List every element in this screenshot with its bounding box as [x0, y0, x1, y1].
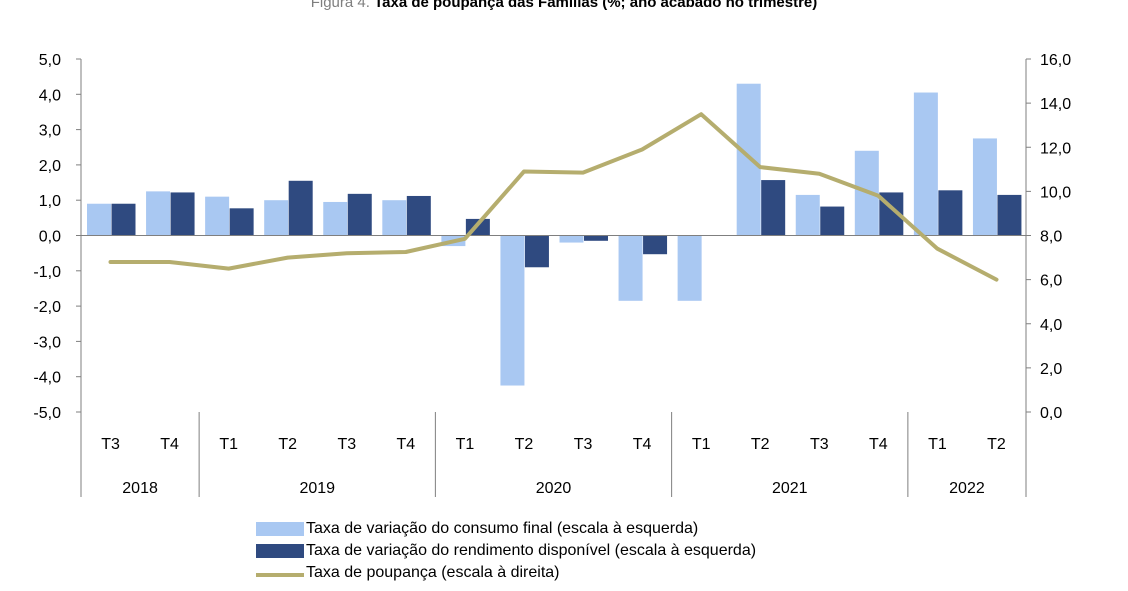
- year-label: 2019: [299, 480, 335, 497]
- x-tick-label: T3: [337, 436, 356, 453]
- x-tick-label: T3: [810, 436, 829, 453]
- legend-label-poupanca: Taxa de poupança (escala à direita): [306, 564, 560, 581]
- y-right-tick-label: 12,0: [1040, 140, 1071, 157]
- x-tick-label: T4: [869, 436, 888, 453]
- y-right-tick-label: 0,0: [1040, 405, 1062, 422]
- y-right-tick-label: 4,0: [1040, 317, 1062, 334]
- y-right-tick-label: 2,0: [1040, 361, 1062, 378]
- x-tick-label: T4: [160, 436, 179, 453]
- title-text: Taxa de poupança das Famílias (%; ano ac…: [374, 0, 818, 11]
- bar-rendimento: [761, 180, 786, 236]
- bar-consumo: [500, 235, 525, 386]
- bar-rendimento: [111, 203, 136, 236]
- y-right-tick-label: 8,0: [1040, 229, 1062, 246]
- y-left-tick-label: 1,0: [39, 193, 61, 210]
- x-tick-label: T2: [987, 436, 1006, 453]
- x-tick-label: T1: [692, 436, 711, 453]
- bar-rendimento: [170, 192, 195, 236]
- line-poupanca: [108, 112, 999, 282]
- legend: Taxa de variação do consumo final (escal…: [256, 518, 756, 584]
- y-right-tick-label: 6,0: [1040, 273, 1062, 290]
- bar-consumo: [972, 138, 997, 236]
- x-tick-label: T1: [456, 436, 475, 453]
- bar-rendimento: [997, 194, 1022, 236]
- bar-consumo: [913, 92, 938, 236]
- x-tick-label: T4: [397, 436, 416, 453]
- x-tick-label: T4: [633, 436, 652, 453]
- bar-consumo: [795, 194, 820, 236]
- y-left-tick-label: 5,0: [39, 52, 61, 69]
- legend-swatch-poupanca: [256, 573, 304, 577]
- y-left-tick-label: -5,0: [33, 405, 61, 422]
- year-label: 2022: [949, 480, 985, 497]
- bar-consumo: [146, 191, 171, 236]
- y-right-tick-label: 16,0: [1040, 52, 1071, 69]
- x-tick-label: T2: [515, 436, 534, 453]
- bar-consumo: [677, 235, 702, 301]
- bar-rendimento: [524, 235, 549, 268]
- y-left-tick-label: 4,0: [39, 87, 61, 104]
- bar-consumo: [205, 196, 230, 236]
- y-right-tick-label: 10,0: [1040, 184, 1071, 201]
- y-left-tick-label: -1,0: [33, 264, 61, 281]
- year-label: 2021: [772, 480, 808, 497]
- y-left-tick-label: -3,0: [33, 334, 61, 351]
- bar-rendimento: [347, 193, 372, 236]
- y-right-tick-label: 14,0: [1040, 96, 1071, 113]
- x-tick-label: T1: [219, 436, 238, 453]
- bar-rendimento: [406, 195, 431, 236]
- y-left-tick-label: 0,0: [39, 229, 61, 246]
- bar-consumo: [736, 83, 761, 236]
- x-tick-label: T2: [278, 436, 297, 453]
- bar-consumo: [559, 235, 584, 243]
- legend-item-rendimento: Taxa de variação do rendimento disponíve…: [256, 540, 756, 562]
- bar-rendimento: [820, 206, 845, 236]
- x-tick-label: T1: [928, 436, 947, 453]
- legend-item-poupanca: Taxa de poupança (escala à direita): [256, 562, 756, 584]
- x-tick-label: T2: [751, 436, 770, 453]
- bar-consumo: [382, 200, 407, 236]
- legend-item-consumo: Taxa de variação do consumo final (escal…: [256, 518, 756, 540]
- bar-consumo: [323, 201, 348, 236]
- legend-swatch-consumo: [256, 522, 304, 536]
- bar-rendimento: [584, 235, 608, 241]
- bar-consumo: [618, 235, 643, 301]
- bar-consumo: [87, 203, 111, 236]
- bar-rendimento: [643, 235, 668, 255]
- x-tick-label: T3: [101, 436, 120, 453]
- bar-rendimento: [938, 190, 963, 236]
- chart-title: Figura 4. Taxa de poupança das Famílias …: [0, 0, 1128, 11]
- y-left-tick-label: -4,0: [33, 370, 61, 387]
- y-left-tick-label: -2,0: [33, 299, 61, 316]
- title-prefix: Figura 4.: [310, 0, 370, 11]
- bar-rendimento: [229, 208, 254, 236]
- legend-swatch-rendimento: [256, 544, 304, 558]
- bar-consumo: [264, 200, 289, 236]
- legend-label-consumo: Taxa de variação do consumo final (escal…: [306, 520, 699, 537]
- x-tick-label: T3: [574, 436, 593, 453]
- legend-label-rendimento: Taxa de variação do rendimento disponíve…: [306, 542, 757, 559]
- y-left-tick-label: 2,0: [39, 158, 61, 175]
- year-label: 2020: [536, 480, 572, 497]
- year-label: 2018: [122, 480, 158, 497]
- y-left-tick-label: 3,0: [39, 123, 61, 140]
- bar-rendimento: [288, 180, 313, 236]
